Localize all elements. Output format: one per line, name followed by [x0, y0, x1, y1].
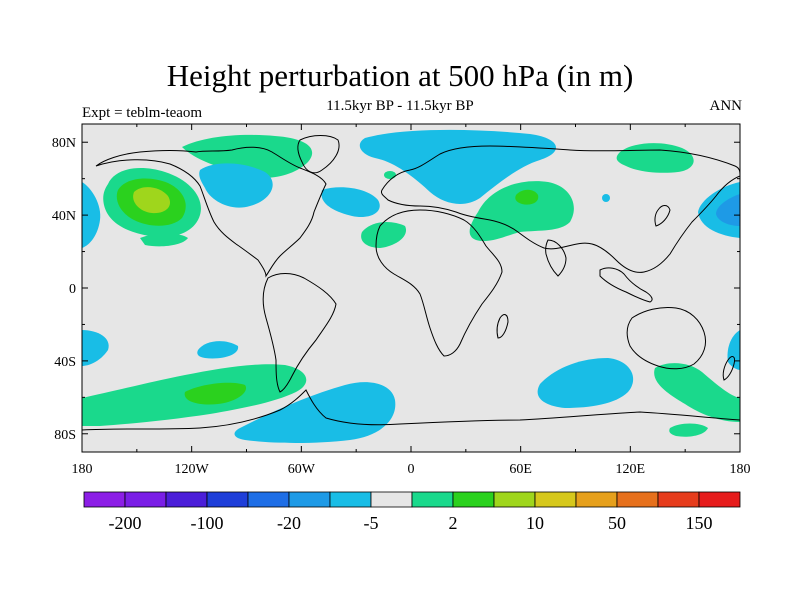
coast-madagascar — [496, 314, 509, 339]
contour-blue-s-indian — [537, 358, 634, 408]
season-label: ANN — [709, 98, 743, 114]
contour-green-arctic — [182, 134, 313, 178]
colorbar-label: -200 — [109, 513, 142, 533]
colorbar-box — [206, 491, 249, 508]
experiment-label: Expt = teblm-teaom — [82, 105, 203, 121]
colorbar-label: -5 — [364, 513, 379, 533]
map-panel — [82, 124, 740, 452]
contour-blue-atlantic — [321, 187, 380, 218]
coast-south-america — [262, 273, 337, 393]
coast-se-asia — [599, 267, 653, 303]
lat-tick-label: 40S — [54, 355, 76, 370]
contour-green-dot-atlantic — [384, 171, 396, 179]
colorbar-box — [247, 491, 290, 508]
coast-new-zealand — [722, 356, 735, 381]
coast-eurasia — [381, 145, 740, 273]
contour-blue-dot-asia — [602, 194, 610, 202]
colorbar-box — [370, 491, 413, 508]
colorbar-label: 150 — [686, 513, 713, 533]
contour-lgreen-mideast — [515, 189, 539, 205]
colorbar-box — [329, 491, 372, 508]
chart-subtitle: 11.5kyr BP - 11.5kyr BP — [326, 98, 474, 114]
colorbar-box — [616, 491, 659, 508]
coast-antarctica — [82, 389, 740, 431]
contour-green-europe-africa — [361, 222, 407, 248]
contour-green-antarctic-small — [669, 423, 708, 437]
coast-africa — [375, 209, 503, 357]
coast-north-america — [95, 146, 327, 278]
contour-blue-e-pacific-right — [727, 330, 740, 370]
colorbar-label: 50 — [608, 513, 626, 533]
colorbar-label: -20 — [277, 513, 301, 533]
contour-blue-dateline — [82, 182, 101, 248]
coast-australia — [626, 307, 707, 370]
contour-green-mideast — [469, 181, 574, 242]
chart-title: Height perturbation at 500 hPa (in m) — [166, 58, 634, 93]
axis-ticks: 80N 40N 0 40S 80S 180 120W 60W 0 60E 120E 180 — [52, 124, 751, 477]
lat-tick-label: 80N — [52, 136, 76, 151]
coastlines — [82, 135, 740, 431]
contour-blue-antarctic-atlantic — [234, 382, 396, 443]
lon-tick-label: 0 — [408, 462, 415, 477]
contour-blue-spac-small — [197, 341, 239, 359]
lon-tick-label: 180 — [72, 462, 93, 477]
contour-blue-scandinavia — [359, 129, 557, 204]
contour-yellow-npacific — [133, 187, 171, 214]
contour-green-eastpac — [140, 233, 188, 247]
contour-blue-wpac-inner — [716, 194, 740, 226]
colorbar-box — [698, 491, 741, 508]
lon-tick-label: 180 — [730, 462, 751, 477]
contour-green-spac-east — [654, 363, 740, 422]
colorbar-label: 10 — [526, 513, 544, 533]
colorbar-box — [288, 491, 331, 508]
colorbar-box — [534, 491, 577, 508]
lon-tick-label: 60W — [288, 462, 316, 477]
colorbar-box — [575, 491, 618, 508]
lat-tick-label: 0 — [69, 282, 76, 297]
contour-blue-spac-west — [82, 330, 109, 366]
contour-blue-nw-canada — [199, 163, 273, 208]
coast-india — [545, 239, 567, 277]
colorbar: -200 -100 -20 -5 2 10 50 150 — [83, 491, 741, 533]
contour-fills — [82, 129, 740, 443]
lat-tick-label: 40N — [52, 209, 76, 224]
colorbar-box — [657, 491, 700, 508]
colorbar-box — [83, 491, 126, 508]
colorbar-box — [452, 491, 495, 508]
coast-japan — [654, 205, 671, 227]
lon-tick-label: 60E — [509, 462, 532, 477]
colorbar-box — [411, 491, 454, 508]
colorbar-label: 2 — [449, 513, 458, 533]
coast-greenland — [297, 135, 340, 174]
colorbar-label: -100 — [191, 513, 224, 533]
colorbar-box — [124, 491, 167, 508]
lat-tick-label: 80S — [54, 428, 76, 443]
contour-lgreen-south-band — [184, 382, 247, 405]
colorbar-box — [165, 491, 208, 508]
lon-tick-label: 120W — [175, 462, 210, 477]
colorbar-box — [493, 491, 536, 508]
contour-green-south-west — [82, 412, 102, 426]
lon-tick-label: 120E — [616, 462, 646, 477]
